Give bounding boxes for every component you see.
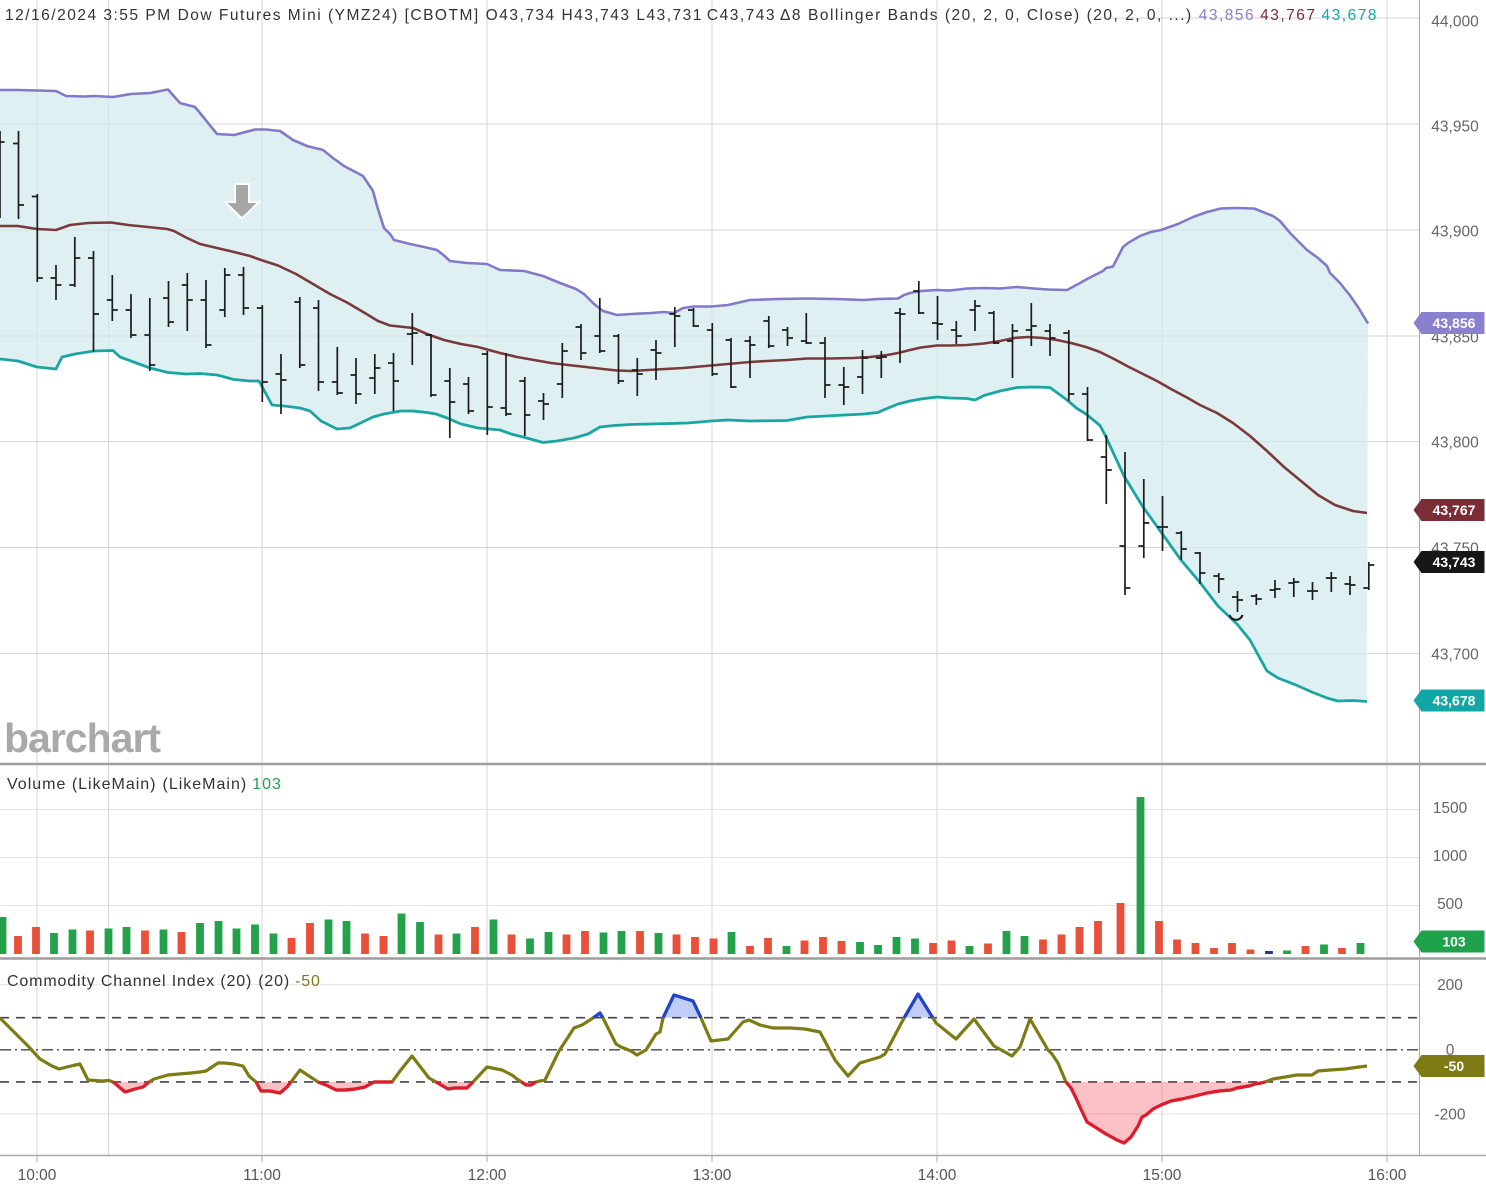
svg-text:-200: -200 [1434,1106,1465,1123]
svg-text:16:00: 16:00 [1368,1167,1407,1184]
svg-text:500: 500 [1437,896,1463,913]
svg-text:15:00: 15:00 [1143,1167,1182,1184]
svg-text:43,800: 43,800 [1431,435,1479,452]
svg-text:10:00: 10:00 [18,1167,57,1184]
svg-text:11:00: 11:00 [243,1167,281,1184]
svg-text:1500: 1500 [1433,800,1468,817]
svg-text:200: 200 [1437,977,1463,994]
svg-text:103: 103 [1442,934,1466,950]
svg-text:43,743: 43,743 [1433,554,1476,570]
svg-text:43,767: 43,767 [1433,502,1476,518]
svg-text:-50: -50 [1444,1058,1464,1074]
svg-text:43,678: 43,678 [1433,693,1476,709]
svg-text:43,700: 43,700 [1431,647,1479,664]
svg-text:13:00: 13:00 [693,1167,732,1184]
svg-text:12:00: 12:00 [468,1167,507,1184]
svg-text:Volume (LikeMain)(LikeMain)103: Volume (LikeMain) (LikeMain) 103 [7,776,282,793]
svg-text:barchart: barchart [4,715,161,761]
svg-text:44,000: 44,000 [1431,14,1479,31]
svg-text:Commodity Channel Index (20)(2: Commodity Channel Index (20) (20) -50 [7,973,321,990]
svg-text:1000: 1000 [1433,848,1468,865]
svg-text:14:00: 14:00 [918,1167,957,1184]
svg-text:43,950: 43,950 [1431,119,1479,136]
svg-text:43,856: 43,856 [1433,315,1476,331]
svg-text:43,900: 43,900 [1431,224,1479,241]
svg-text:0: 0 [1446,1042,1455,1059]
